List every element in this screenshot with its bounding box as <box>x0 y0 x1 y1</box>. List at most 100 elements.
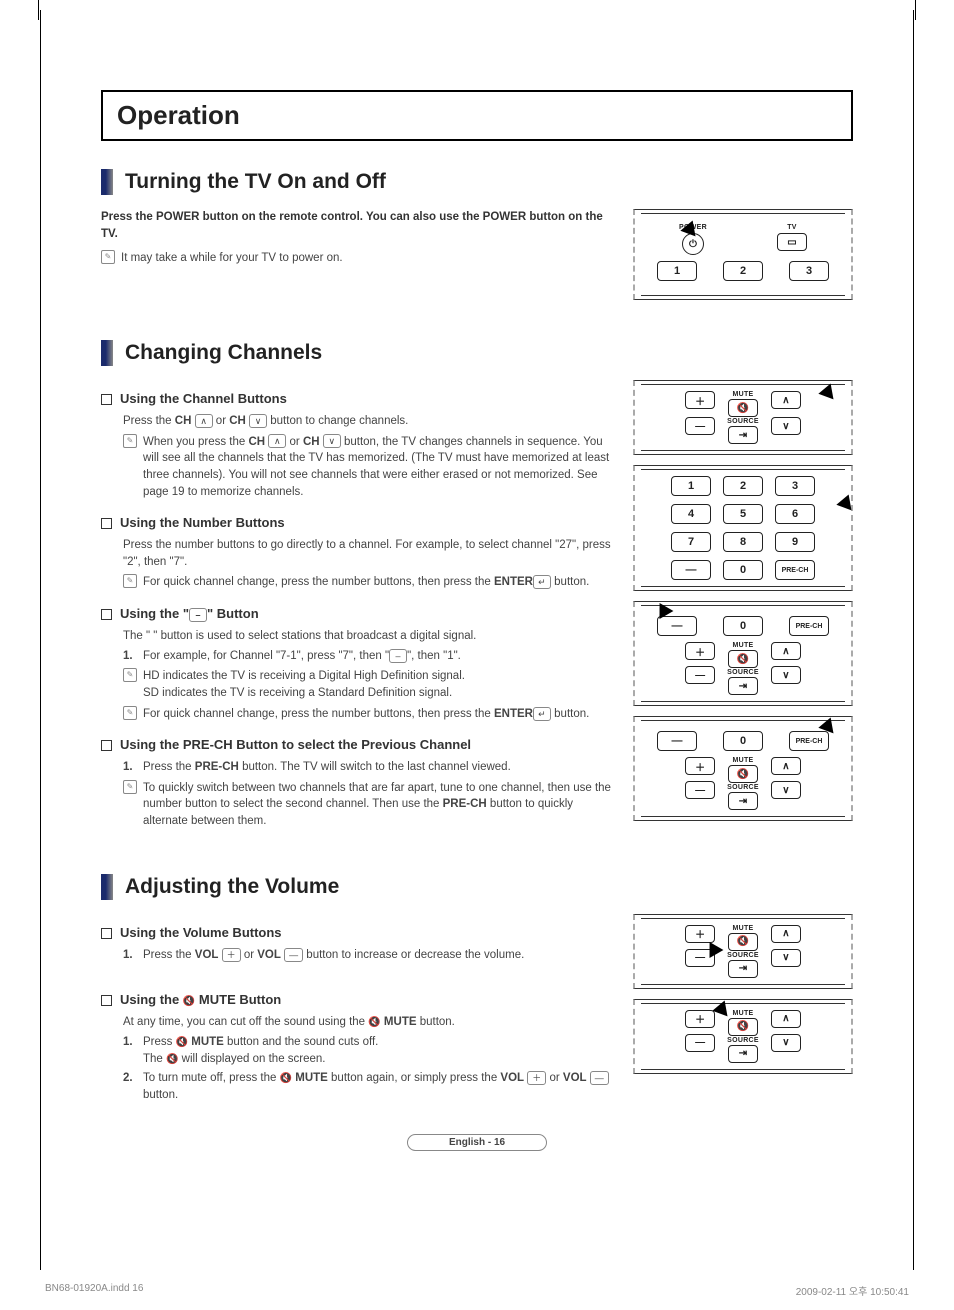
step-num: 1. <box>123 947 137 964</box>
step-text: Press 🔇 MUTE button and the sound cuts o… <box>143 1034 378 1067</box>
note-text: When you press the CH ∧ or CH ∨ button, … <box>143 434 615 501</box>
operation-heading-box: Operation <box>101 90 853 141</box>
remote-panel-numpad: 1 2 3 4 5 6 7 8 9 — 0 PRE-CH <box>633 465 853 591</box>
ch-up: ∧ <box>771 391 801 409</box>
mute-button: 🔇 <box>728 650 758 668</box>
remote-panel-power: POWER ⏻ TV ▭ 1 2 3 <box>633 209 853 300</box>
section1-text: Press the POWER button on the remote con… <box>101 209 615 310</box>
num-9: 9 <box>775 532 815 552</box>
section1-diagram: POWER ⏻ TV ▭ 1 2 3 <box>633 209 853 310</box>
mute-icon: 🔇 <box>176 1037 188 1048</box>
tv-button: ▭ <box>777 233 807 251</box>
ch-down: ∨ <box>771 949 801 967</box>
vol-plus: ＋ <box>685 757 715 775</box>
ch-down: ∨ <box>771 1034 801 1052</box>
ch-down: ∨ <box>771 666 801 684</box>
source-button: ⇥ <box>728 677 758 695</box>
ch-down-icon: ∨ <box>249 414 267 428</box>
remote-panel-dash: — 0 PRE-CH ＋— MUTE🔇SOURCE⇥ ∧∨ <box>633 601 853 706</box>
num-3: 3 <box>789 261 829 281</box>
checkbox-bullet <box>101 995 112 1006</box>
sub-text: Press the number buttons to go directly … <box>123 537 615 570</box>
section3-diagram: ＋— MUTE🔇SOURCE⇥ ∧∨ ＋— MUTE🔇SOURCE⇥ ∧∨ <box>633 914 853 1118</box>
note-text: For quick channel change, press the numb… <box>143 706 589 723</box>
num-1: 1 <box>671 476 711 496</box>
sub-title: Using the 🔇 MUTE Button <box>120 991 281 1010</box>
note-item: ✎ It may take a while for your TV to pow… <box>101 250 615 267</box>
checkbox-bullet <box>101 928 112 939</box>
ch-down-icon: ∨ <box>323 434 341 448</box>
step-text: For example, for Channel "7-1", press "7… <box>143 648 461 665</box>
num-4: 4 <box>671 504 711 524</box>
section-changing-channels: Changing Channels <box>101 340 853 366</box>
section-turning-on-off: Turning the TV On and Off <box>101 169 853 195</box>
section2-diagram: ＋ — MUTE 🔇 SOURCE ⇥ ∧ ∨ <box>633 380 853 844</box>
sub-title: Using the "–" Button <box>120 605 259 624</box>
sub-volume-buttons: Using the Volume Buttons 1.Press the VOL… <box>101 924 615 964</box>
sub-text: At any time, you can cut off the sound u… <box>123 1014 615 1031</box>
note-text: HD indicates the TV is receiving a Digit… <box>143 668 465 701</box>
note-icon: ✎ <box>123 706 137 720</box>
step-text: To turn mute off, press the 🔇 MUTE butto… <box>143 1070 615 1103</box>
ch-down: ∨ <box>771 417 801 435</box>
num-2: 2 <box>723 476 763 496</box>
ch-up-icon: ∧ <box>268 434 286 448</box>
page-number-pill: English - 16 <box>407 1134 547 1151</box>
mute-icon: 🔇 <box>280 1073 292 1084</box>
mute-button: 🔇 <box>728 399 758 417</box>
mute-icon: 🔇 <box>183 996 195 1007</box>
sub-title: Using the PRE-CH Button to select the Pr… <box>120 736 471 755</box>
sub-text: The " " button is used to select station… <box>123 628 615 645</box>
remote-panel-volume: ＋— MUTE🔇SOURCE⇥ ∧∨ <box>633 914 853 989</box>
num-3: 3 <box>775 476 815 496</box>
mute-button: 🔇 <box>728 765 758 783</box>
checkbox-bullet <box>101 394 112 405</box>
sub-text: Press the CH ∧ or CH ∨ button to change … <box>123 413 615 430</box>
num-7: 7 <box>671 532 711 552</box>
mute-icon: 🔇 <box>737 403 749 414</box>
ch-up: ∧ <box>771 642 801 660</box>
remote-panel-mute: ＋— MUTE🔇SOURCE⇥ ∧∨ <box>633 999 853 1074</box>
mute-button: 🔇 <box>728 1018 758 1036</box>
vol-plus: ＋ <box>685 642 715 660</box>
sub-title: Using the Channel Buttons <box>120 390 287 409</box>
manual-page: Operation Turning the TV On and Off Pres… <box>40 10 914 1270</box>
footer-left: BN68-01920A.indd 16 <box>45 1283 143 1298</box>
page-title: Operation <box>117 100 837 131</box>
ch-up: ∧ <box>771 925 801 943</box>
sub-title: Using the Number Buttons <box>120 514 285 533</box>
mute-button: 🔇 <box>728 933 758 951</box>
sub-dash-button: Using the "–" Button The " " button is u… <box>101 605 615 722</box>
vol-plus: ＋ <box>685 1010 715 1028</box>
vol-plus: ＋ <box>685 925 715 943</box>
checkbox-bullet <box>101 518 112 529</box>
num-5: 5 <box>723 504 763 524</box>
ch-up-icon: ∧ <box>195 414 213 428</box>
checkbox-bullet <box>101 609 112 620</box>
num-0: 0 <box>723 560 763 580</box>
section1-content: Press the POWER button on the remote con… <box>101 209 853 310</box>
print-footer: BN68-01920A.indd 16 2009-02-11 오후 10:50:… <box>41 1283 913 1298</box>
vol-minus: — <box>685 781 715 799</box>
enter-icon: ↵ <box>533 707 551 721</box>
sub-number-buttons: Using the Number Buttons Press the numbe… <box>101 514 615 591</box>
mute-label: MUTE <box>732 391 753 398</box>
num-0: 0 <box>723 616 763 636</box>
enter-icon: ↵ <box>533 575 551 589</box>
source-button: ⇥ <box>728 1045 758 1063</box>
section-accent-bar <box>101 340 113 366</box>
num-dash: — <box>657 731 697 751</box>
ch-up: ∧ <box>771 1010 801 1028</box>
num-dash: — <box>671 560 711 580</box>
step-num: 1. <box>123 648 137 665</box>
prech-button: PRE-CH <box>789 616 829 636</box>
dash-btn-icon: – <box>389 649 407 663</box>
num-6: 6 <box>775 504 815 524</box>
dash-btn-icon: – <box>189 608 207 622</box>
sub-mute-button: Using the 🔇 MUTE Button At any time, you… <box>101 991 615 1103</box>
vol-plus-icon: ＋ <box>222 948 241 962</box>
section-accent-bar <box>101 874 113 900</box>
num-0: 0 <box>723 731 763 751</box>
vol-minus: — <box>685 1034 715 1052</box>
footer-right: 2009-02-11 오후 10:50:41 <box>796 1283 909 1298</box>
